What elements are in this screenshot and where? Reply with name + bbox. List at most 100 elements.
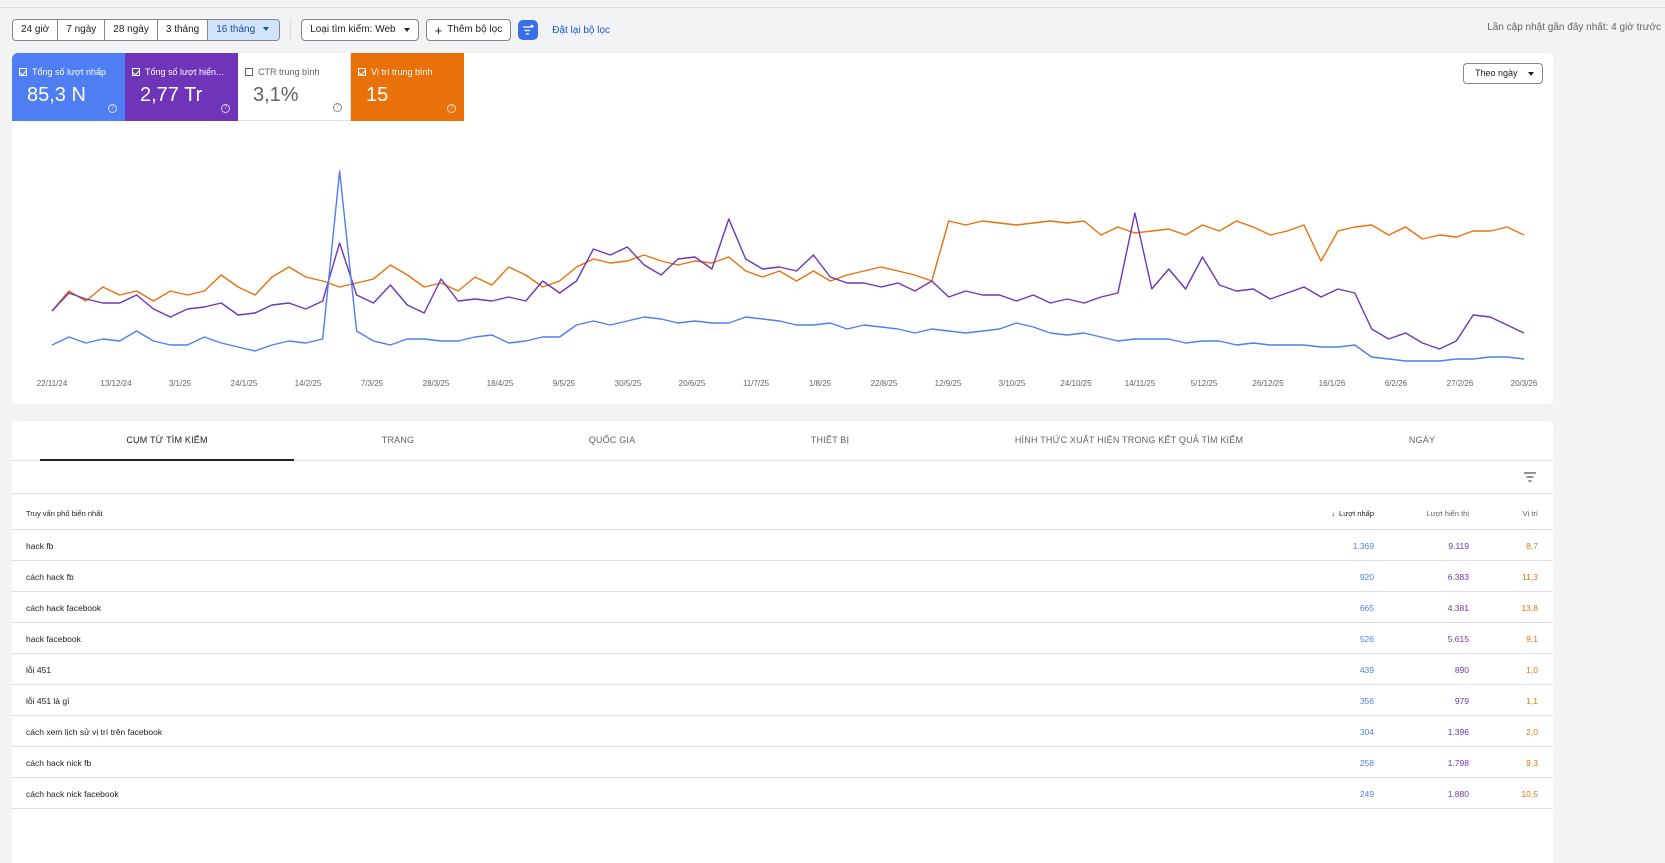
granularity-label: Theo ngày xyxy=(1475,68,1518,78)
tab-devices[interactable]: THIẾT BỊ xyxy=(810,435,850,445)
range-3m-button[interactable]: 3 tháng xyxy=(157,20,209,40)
impressions-cell: 4.381 xyxy=(1447,603,1469,613)
plus-icon: + xyxy=(434,22,443,38)
table-row[interactable]: cách hack facebook 665 4.381 13,8 xyxy=(12,592,1553,623)
metric-impressions-card[interactable]: Tổng số lượt hiển... 2,77 Tr ? xyxy=(125,53,238,121)
clicks-cell: 526 xyxy=(1359,634,1374,644)
metric-position-value: 15 xyxy=(366,84,389,106)
tab-queries[interactable]: CỤM TỪ TÌM KIẾM xyxy=(40,421,294,461)
checkbox-checked-icon xyxy=(132,68,140,76)
position-cell: 9,3 xyxy=(1526,758,1538,768)
position-cell: 2,0 xyxy=(1526,727,1538,737)
table-row[interactable]: cách hack nick fb 258 1.798 9,3 xyxy=(12,747,1553,778)
granularity-dropdown[interactable]: Theo ngày xyxy=(1463,63,1543,84)
tab-dates[interactable]: NGÀY xyxy=(1408,435,1436,445)
clicks-cell: 258 xyxy=(1359,758,1374,768)
query-cell: hack facebook xyxy=(26,634,81,644)
metric-ctr-card[interactable]: CTR trung bình 3,1% ? xyxy=(238,53,351,121)
filter-list-icon[interactable] xyxy=(1523,470,1537,484)
metric-clicks-card[interactable]: Tổng số lượt nhấp 85,3 N ? xyxy=(12,53,125,121)
query-cell: cách hack nick facebook xyxy=(26,789,119,799)
clicks-cell: 665 xyxy=(1359,603,1374,613)
position-cell: 1,0 xyxy=(1526,665,1538,675)
metric-clicks-label: Tổng số lượt nhấp xyxy=(32,67,106,77)
reset-filters-link[interactable]: Đặt lại bộ lọc xyxy=(552,24,611,36)
metric-position-label: Vị trí trung bình xyxy=(371,67,433,77)
header-position[interactable]: Vị trí xyxy=(1522,509,1538,518)
help-icon[interactable]: ? xyxy=(221,104,230,113)
table-row[interactable]: lỗi 451 là gì 356 979 1,1 xyxy=(12,685,1553,716)
chevron-down-icon xyxy=(403,28,410,32)
filter-settings-button[interactable] xyxy=(518,20,539,40)
checkbox-checked-icon xyxy=(19,68,27,76)
header-clicks[interactable]: ↓ Lượt nhấp xyxy=(1331,509,1374,518)
filter-bar: 24 giờ 7 ngày 28 ngày 3 tháng 16 tháng L… xyxy=(12,19,610,41)
help-icon[interactable]: ? xyxy=(333,103,342,112)
x-tick-label: 18/4/25 xyxy=(487,379,514,388)
x-tick-label: 13/12/24 xyxy=(100,379,132,388)
range-7d-button[interactable]: 7 ngày xyxy=(58,20,106,40)
header-impressions[interactable]: Lượt hiển thị xyxy=(1426,509,1469,518)
search-type-dropdown[interactable]: Loại tìm kiếm: Web xyxy=(301,19,419,41)
range-16m-button[interactable]: 16 tháng xyxy=(208,20,280,40)
table-row[interactable]: cách hack fb 920 6.383 11,3 xyxy=(12,561,1553,592)
x-tick-label: 22/8/25 xyxy=(871,379,898,388)
table-row[interactable]: hack facebook 526 5.615 9,1 xyxy=(12,623,1553,654)
table-row[interactable]: hack fb 1.369 9.119 8,7 xyxy=(12,530,1553,561)
x-tick-label: 24/10/25 xyxy=(1060,379,1092,388)
tab-countries[interactable]: QUỐC GIA xyxy=(588,435,636,445)
divider xyxy=(290,19,292,41)
clicks-cell: 920 xyxy=(1359,572,1374,582)
range-28d-button[interactable]: 28 ngày xyxy=(105,20,158,40)
performance-chart-card: 22/11/24 13/12/24 3/1/25 24/1/25 14/2/25 7/3/… xyxy=(12,53,1553,404)
position-cell: 13,8 xyxy=(1521,603,1538,613)
impressions-cell: 1.396 xyxy=(1447,727,1469,737)
tab-pages[interactable]: TRANG xyxy=(381,435,415,445)
x-tick-label: 22/11/24 xyxy=(37,379,68,388)
filter-sliders-icon xyxy=(523,24,534,35)
query-cell: lỗi 451 là gì xyxy=(26,696,70,706)
query-cell: lỗi 451 xyxy=(26,665,52,675)
checkbox-checked-icon xyxy=(358,68,366,76)
clicks-cell: 1.369 xyxy=(1352,541,1374,551)
header-clicks-label: Lượt nhấp xyxy=(1339,509,1374,518)
series-line-1 xyxy=(51,212,1525,350)
x-tick-label: 26/12/25 xyxy=(1252,379,1284,388)
help-icon[interactable]: ? xyxy=(108,104,117,113)
query-cell: cách hack nick fb xyxy=(26,758,92,768)
clicks-cell: 439 xyxy=(1359,665,1374,675)
x-tick-label: 20/3/26 xyxy=(1511,379,1538,388)
metric-ctr-label-row: CTR trung bình xyxy=(245,67,347,77)
x-tick-label: 9/5/25 xyxy=(553,379,576,388)
metric-position-label-row: Vị trí trung bình xyxy=(358,67,460,77)
impressions-cell: 1.880 xyxy=(1447,789,1469,799)
range-24h-button[interactable]: 24 giờ xyxy=(13,20,59,40)
impressions-cell: 1.798 xyxy=(1447,758,1469,768)
table-toolbar xyxy=(12,461,1553,494)
impressions-cell: 979 xyxy=(1454,696,1469,706)
impressions-cell: 890 xyxy=(1454,665,1469,675)
table-row[interactable]: lỗi 451 439 890 1,0 xyxy=(12,654,1553,685)
position-cell: 9,1 xyxy=(1526,634,1538,644)
table-row[interactable]: cách hack nick facebook 249 1.880 10,5 xyxy=(12,778,1553,809)
x-tick-label: 3/10/25 xyxy=(999,379,1026,388)
help-icon[interactable]: ? xyxy=(447,104,456,113)
query-cell: hack fb xyxy=(26,541,54,551)
impressions-cell: 9.119 xyxy=(1448,541,1469,551)
x-tick-label: 28/3/25 xyxy=(423,379,450,388)
metric-position-card[interactable]: Vị trí trung bình 15 ? xyxy=(351,53,464,121)
x-tick-label: 11/7/25 xyxy=(743,379,770,388)
header-query[interactable]: Truy vấn phổ biến nhất xyxy=(26,509,103,518)
metric-ctr-label: CTR trung bình xyxy=(258,67,320,77)
position-cell: 1,1 xyxy=(1526,696,1538,706)
impressions-cell: 5.615 xyxy=(1447,634,1469,644)
table-row[interactable]: cách xem lịch sử vị trí trên facebook 304… xyxy=(12,716,1553,747)
chevron-down-icon xyxy=(263,27,270,32)
clicks-cell: 356 xyxy=(1359,696,1374,706)
performance-line-chart: 22/11/24 13/12/24 3/1/25 24/1/25 14/2/25 7/3/… xyxy=(37,170,1538,388)
add-filter-button[interactable]: + Thêm bộ lọc xyxy=(425,19,512,41)
tab-search-appearance[interactable]: HÌNH THỨC XUẤT HIỆN TRONG KẾT QUẢ TÌM KI… xyxy=(1014,435,1244,445)
x-tick-label: 6/2/26 xyxy=(1385,379,1408,388)
clicks-cell: 304 xyxy=(1359,727,1374,737)
x-tick-label: 16/1/26 xyxy=(1319,379,1346,388)
